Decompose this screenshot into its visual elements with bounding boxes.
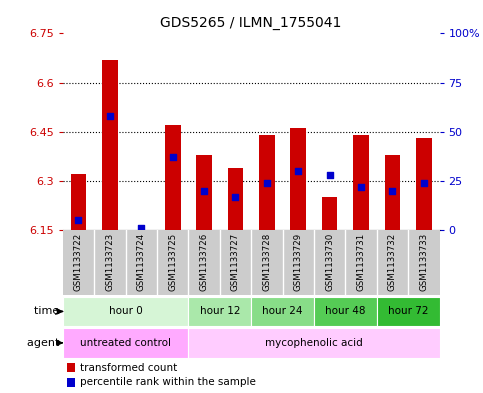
Bar bbox=[67, 363, 75, 372]
Point bbox=[138, 225, 145, 231]
Text: GSM1133730: GSM1133730 bbox=[325, 233, 334, 291]
Point bbox=[232, 193, 240, 200]
Point bbox=[169, 154, 177, 160]
Bar bbox=[353, 135, 369, 230]
Bar bbox=[165, 125, 181, 230]
Bar bbox=[416, 138, 432, 230]
Bar bbox=[314, 297, 377, 326]
Point bbox=[295, 168, 302, 174]
Text: hour 72: hour 72 bbox=[388, 307, 428, 316]
Text: untreated control: untreated control bbox=[80, 338, 171, 348]
Bar bbox=[67, 378, 75, 387]
Text: GSM1133722: GSM1133722 bbox=[74, 233, 83, 291]
Text: time: time bbox=[34, 307, 63, 316]
Text: GSM1133727: GSM1133727 bbox=[231, 233, 240, 291]
Point bbox=[326, 172, 333, 178]
Text: mycophenolic acid: mycophenolic acid bbox=[265, 338, 363, 348]
Text: percentile rank within the sample: percentile rank within the sample bbox=[81, 377, 256, 387]
Bar bbox=[188, 297, 251, 326]
Text: hour 0: hour 0 bbox=[109, 307, 142, 316]
Point bbox=[420, 180, 428, 186]
Point bbox=[389, 187, 397, 194]
Text: GSM1133732: GSM1133732 bbox=[388, 233, 397, 291]
Text: GSM1133729: GSM1133729 bbox=[294, 233, 303, 291]
Bar bbox=[188, 328, 440, 358]
Bar bbox=[259, 135, 275, 230]
Title: GDS5265 / ILMN_1755041: GDS5265 / ILMN_1755041 bbox=[160, 16, 342, 29]
Bar bbox=[384, 154, 400, 230]
Bar bbox=[102, 60, 118, 230]
Text: GSM1133723: GSM1133723 bbox=[105, 233, 114, 291]
Point bbox=[263, 180, 271, 186]
Point bbox=[200, 187, 208, 194]
Text: GSM1133733: GSM1133733 bbox=[419, 233, 428, 291]
Bar bbox=[71, 174, 86, 230]
Bar bbox=[63, 328, 188, 358]
Bar bbox=[322, 197, 338, 230]
Text: hour 24: hour 24 bbox=[262, 307, 303, 316]
Text: GSM1133731: GSM1133731 bbox=[356, 233, 366, 291]
Text: GSM1133725: GSM1133725 bbox=[168, 233, 177, 291]
Point bbox=[74, 217, 82, 223]
Point bbox=[357, 184, 365, 190]
Text: transformed count: transformed count bbox=[81, 363, 178, 373]
Bar bbox=[290, 129, 306, 230]
Bar bbox=[63, 297, 188, 326]
Bar bbox=[227, 168, 243, 230]
Point bbox=[106, 113, 114, 119]
Text: hour 48: hour 48 bbox=[325, 307, 366, 316]
Text: GSM1133724: GSM1133724 bbox=[137, 233, 146, 291]
Text: hour 12: hour 12 bbox=[199, 307, 240, 316]
Bar bbox=[196, 154, 212, 230]
Text: GSM1133728: GSM1133728 bbox=[262, 233, 271, 291]
Bar bbox=[377, 297, 440, 326]
Text: GSM1133726: GSM1133726 bbox=[199, 233, 209, 291]
Bar bbox=[251, 297, 314, 326]
Text: agent: agent bbox=[27, 338, 63, 348]
